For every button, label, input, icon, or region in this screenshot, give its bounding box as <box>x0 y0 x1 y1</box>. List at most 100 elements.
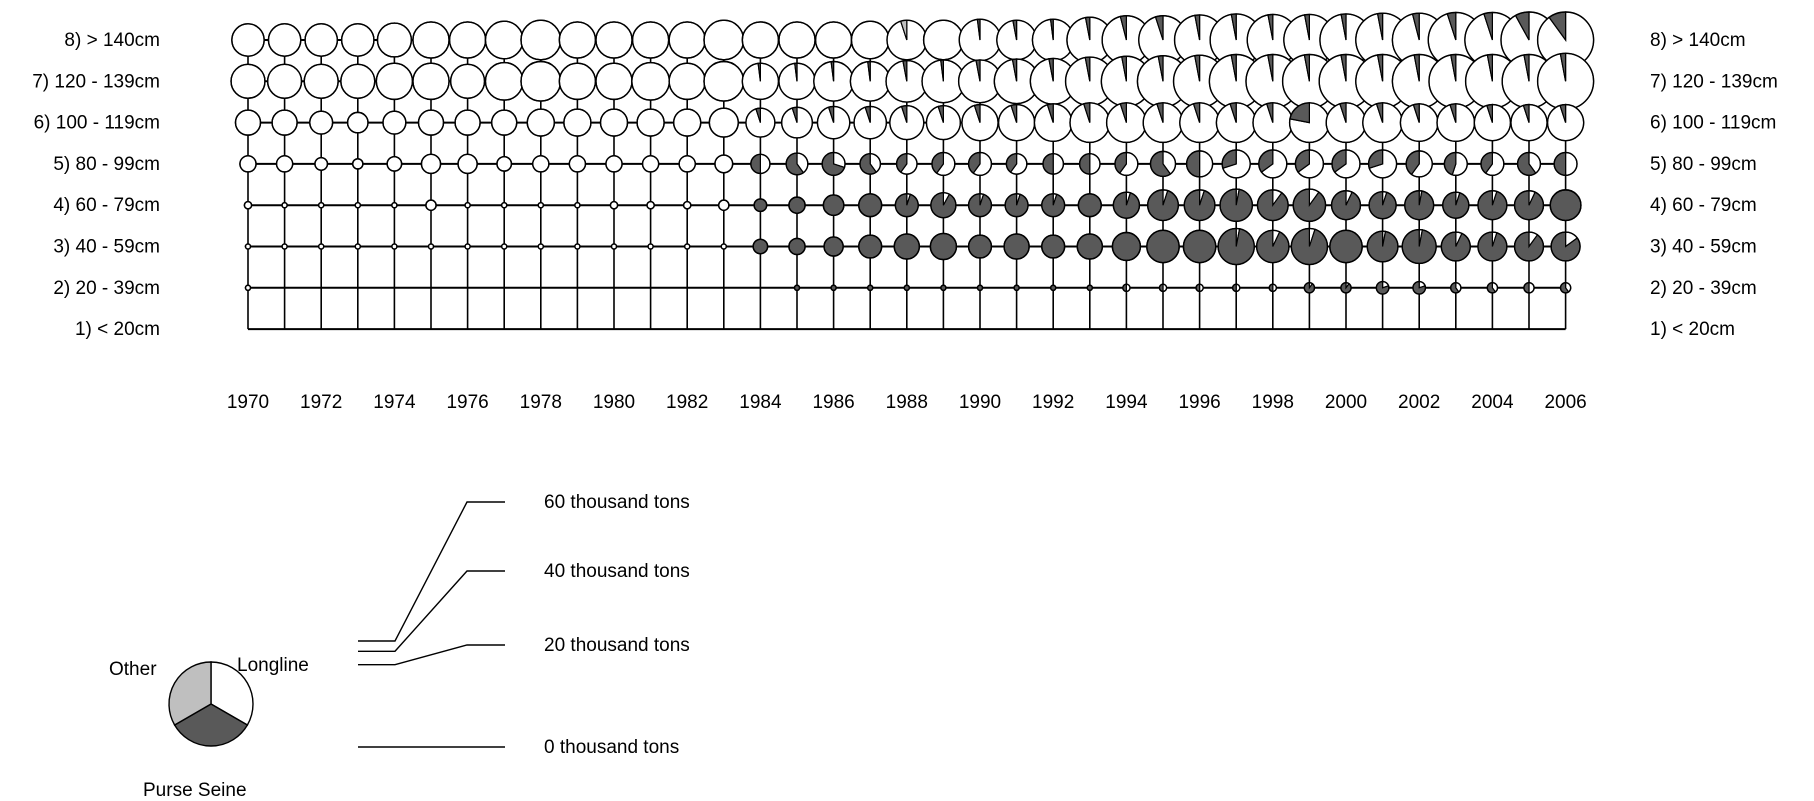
pie-outline <box>1256 189 1289 222</box>
pie-outline <box>1049 284 1057 292</box>
pie-marker <box>1516 151 1542 177</box>
pie-marker <box>1292 188 1327 223</box>
longline-slice <box>1199 150 1214 178</box>
pie-marker <box>850 20 890 60</box>
pie-marker <box>1404 190 1435 221</box>
pie-marker <box>1077 193 1102 218</box>
pie-marker <box>1510 103 1548 142</box>
pie-outline <box>1195 283 1204 293</box>
pie-outline <box>275 155 294 173</box>
pie-marker <box>720 243 728 250</box>
pie-marker <box>1549 189 1582 222</box>
pie-marker <box>830 284 837 292</box>
pie-marker <box>703 60 745 102</box>
pie-marker <box>464 243 471 250</box>
pie-marker <box>1550 231 1581 262</box>
x-tick-label: 1998 <box>1252 392 1294 413</box>
row-label-left: 8) > 140cm <box>64 30 160 51</box>
pie-marker <box>1486 281 1499 294</box>
pie-marker <box>457 153 478 175</box>
pie-outline <box>745 107 776 138</box>
pie-marker <box>1340 281 1352 294</box>
pie-outline <box>1112 191 1141 219</box>
pie-outline <box>1331 149 1361 179</box>
pie-marker <box>967 234 993 259</box>
pie-outline <box>537 243 545 250</box>
purse-seine-slice <box>1079 153 1091 175</box>
pie-outline <box>454 109 481 136</box>
pie-marker <box>314 156 329 171</box>
longline-slice <box>1565 151 1578 176</box>
pie-outline <box>1440 231 1471 262</box>
purse-seine-slice <box>1186 150 1201 178</box>
longline-slice <box>1052 153 1064 175</box>
pie-marker <box>1290 227 1329 266</box>
pie-outline <box>526 108 556 137</box>
pie-outline <box>1546 103 1585 142</box>
pie-marker <box>1256 189 1289 222</box>
pie-outline <box>1076 233 1104 260</box>
pie-marker <box>849 60 891 102</box>
pie-outline <box>1183 189 1216 222</box>
pie-marker <box>889 104 925 141</box>
pie-marker <box>1105 102 1147 144</box>
x-tick-label: 1986 <box>812 392 854 413</box>
pie-outline <box>1219 188 1254 223</box>
pie-marker <box>386 155 403 172</box>
pie-marker <box>568 155 587 173</box>
pie-outline <box>354 201 362 209</box>
pie-marker <box>391 201 398 209</box>
pie-outline <box>1004 193 1029 218</box>
x-tick-label: 1976 <box>446 392 488 413</box>
pie-marker <box>454 109 481 136</box>
pie-outline <box>752 238 769 255</box>
x-tick-label: 1984 <box>739 392 782 413</box>
size-legend-leader <box>358 570 505 652</box>
pie-outline <box>230 63 266 99</box>
pie-marker <box>346 111 369 134</box>
pie-marker <box>1042 152 1065 175</box>
pie-marker <box>894 193 919 218</box>
pie-outline <box>281 201 288 209</box>
pie-marker <box>703 19 745 61</box>
size-legend-leader <box>358 501 505 642</box>
x-tick-label: 1974 <box>373 392 416 413</box>
pie-marker <box>1366 230 1399 263</box>
pie-outline <box>714 154 734 174</box>
pie-outline <box>1294 149 1325 179</box>
pie-outline <box>391 243 398 250</box>
pie-outline <box>823 236 844 257</box>
pie-outline <box>1146 189 1180 222</box>
pie-marker <box>1559 281 1572 294</box>
pie-marker <box>340 23 375 57</box>
pie-marker <box>417 109 445 136</box>
pie-outline <box>537 201 545 209</box>
x-axis-tick-labels: 1970 1972 1974 1976 1978 1980 1982 1984 1986 1988… <box>227 392 1587 413</box>
x-tick-label: 2006 <box>1544 392 1586 413</box>
pie-outline <box>346 111 369 134</box>
pie-marker <box>886 19 928 61</box>
pie-marker <box>234 109 262 136</box>
pie-marker <box>354 243 362 250</box>
legend-label-longline: Longline <box>237 655 309 676</box>
pie-outline <box>940 284 947 292</box>
pie-marker <box>266 63 303 99</box>
x-tick-label: 1972 <box>300 392 342 413</box>
pie-outline <box>788 196 806 214</box>
pie-marker <box>1142 102 1184 144</box>
pie-marker <box>961 103 999 142</box>
pie-outline <box>893 233 921 260</box>
pie-outline <box>646 200 655 210</box>
pie-marker <box>609 200 619 210</box>
pie-marker <box>1294 149 1325 179</box>
pie-outline <box>500 243 508 250</box>
pie-outline <box>1303 281 1316 294</box>
pie-marker <box>958 18 1002 62</box>
pie-marker <box>1041 193 1066 218</box>
pie-outline <box>780 106 814 139</box>
pie-marker <box>858 193 883 218</box>
pie-outline <box>391 201 398 209</box>
pie-marker <box>484 61 524 101</box>
pie-outline <box>340 23 375 57</box>
